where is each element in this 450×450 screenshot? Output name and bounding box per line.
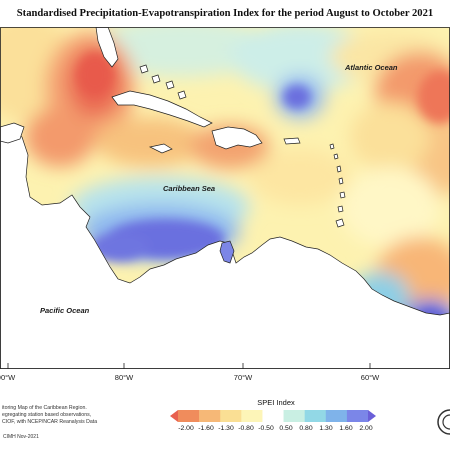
lake-maracaibo bbox=[219, 240, 235, 264]
lon-label: 60°W bbox=[360, 373, 380, 382]
map-title: Standardised Precipitation-Evapotranspir… bbox=[16, 8, 434, 19]
legend-swatch bbox=[178, 410, 200, 422]
lon-label: 90°W bbox=[0, 373, 16, 382]
legend-tick-label: 0.50 bbox=[279, 425, 293, 432]
legend-colorbar bbox=[170, 410, 376, 422]
label-pacific-ocean: Pacific Ocean bbox=[40, 306, 90, 315]
jamaica bbox=[148, 143, 173, 154]
legend-tick-label: -0.50 bbox=[258, 425, 274, 432]
spei-map: Atlantic Ocean Caribbean Sea Pacific Oce… bbox=[0, 27, 450, 369]
legend-swatch bbox=[346, 410, 369, 422]
legend-swatch bbox=[170, 410, 178, 422]
credits-line: egregating station based observations, bbox=[2, 412, 92, 418]
legend-swatch bbox=[283, 410, 305, 422]
legend-tick-label: -2.00 bbox=[178, 425, 194, 432]
lon-label: 70°W bbox=[233, 373, 253, 382]
landmasses bbox=[0, 27, 450, 369]
legend-swatch bbox=[368, 410, 376, 422]
legend-title: SPEI Index bbox=[257, 398, 295, 407]
legend-swatch bbox=[262, 410, 284, 422]
legend-swatch bbox=[220, 410, 242, 422]
legend-tick-label: 0.80 bbox=[299, 425, 313, 432]
credits-text: itoring Map of the Caribbean Region. egr… bbox=[2, 405, 152, 426]
lon-label: 80°W bbox=[114, 373, 134, 382]
spei-field-blobs bbox=[0, 27, 450, 355]
cimh-logo bbox=[437, 409, 450, 435]
legend-tick-label: 2.00 bbox=[359, 425, 373, 432]
legend-swatch bbox=[199, 410, 221, 422]
legend-tick-label: 1.60 bbox=[339, 425, 353, 432]
legend-tick-label: 1.30 bbox=[319, 425, 333, 432]
legend-tick-label: -1.60 bbox=[198, 425, 214, 432]
florida bbox=[95, 27, 119, 68]
legend-swatch bbox=[325, 410, 348, 422]
label-atlantic-ocean: Atlantic Ocean bbox=[344, 63, 398, 72]
legend-tick-label: -1.30 bbox=[218, 425, 234, 432]
yucatan bbox=[0, 122, 25, 144]
production-stamp: CIMH Nov-2021 bbox=[3, 434, 39, 440]
hispaniola bbox=[211, 126, 263, 150]
puerto-rico bbox=[283, 137, 301, 145]
label-caribbean-sea: Caribbean Sea bbox=[163, 184, 215, 193]
credits-line: CIOF, with NCEP/NCAR Reanalysis Data bbox=[2, 419, 98, 425]
legend-swatch bbox=[304, 410, 327, 422]
legend-tick-label: -0.80 bbox=[238, 425, 254, 432]
credits-line: itoring Map of the Caribbean Region. bbox=[2, 405, 87, 411]
legend-swatch bbox=[241, 410, 263, 422]
cuba bbox=[111, 90, 213, 128]
